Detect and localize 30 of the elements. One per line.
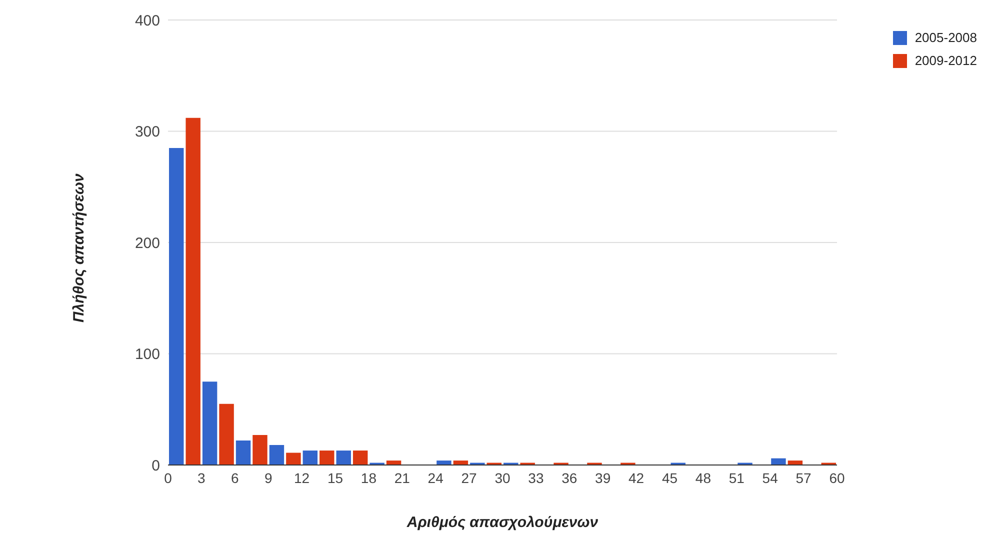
x-tick-label: 9 — [264, 470, 272, 486]
x-tick-label: 54 — [762, 470, 778, 486]
y-tick-label: 400 — [134, 12, 160, 30]
x-tick-label: 39 — [595, 470, 611, 486]
x-tick-label: 30 — [494, 470, 510, 486]
legend-label: 2009-2012 — [914, 53, 977, 68]
y-tick-label: 0 — [152, 457, 160, 474]
x-tick-label: 60 — [829, 470, 845, 486]
x-tick-label: 0 — [164, 470, 172, 486]
x-tick-label: 21 — [394, 470, 410, 486]
x-tick-label: 24 — [428, 470, 444, 486]
x-axis-title: Αριθμός απασχολούμενων — [406, 514, 599, 531]
x-tick-label: 33 — [528, 470, 544, 486]
x-tick-label: 12 — [294, 470, 310, 486]
x-tick-label: 48 — [695, 470, 712, 486]
x-tick-label: 51 — [728, 470, 745, 486]
x-tick-label: 15 — [327, 470, 344, 486]
y-axis-title: Πλήθος απαντήσεων — [70, 172, 88, 322]
x-tick-label: 36 — [562, 470, 578, 486]
x-tick-label: 57 — [796, 470, 812, 486]
x-tick-label: 18 — [360, 470, 377, 486]
y-tick-label: 200 — [134, 234, 160, 252]
x-tick-label: 6 — [231, 470, 239, 486]
x-tick-label: 3 — [198, 470, 206, 486]
y-tick-label: 300 — [134, 124, 160, 141]
legend-label: 2005-2008 — [914, 30, 977, 45]
x-tick-label: 45 — [662, 470, 678, 486]
y-tick-label: 100 — [134, 346, 160, 364]
x-tick-label: 27 — [461, 470, 478, 486]
x-tick-label: 42 — [628, 470, 644, 486]
